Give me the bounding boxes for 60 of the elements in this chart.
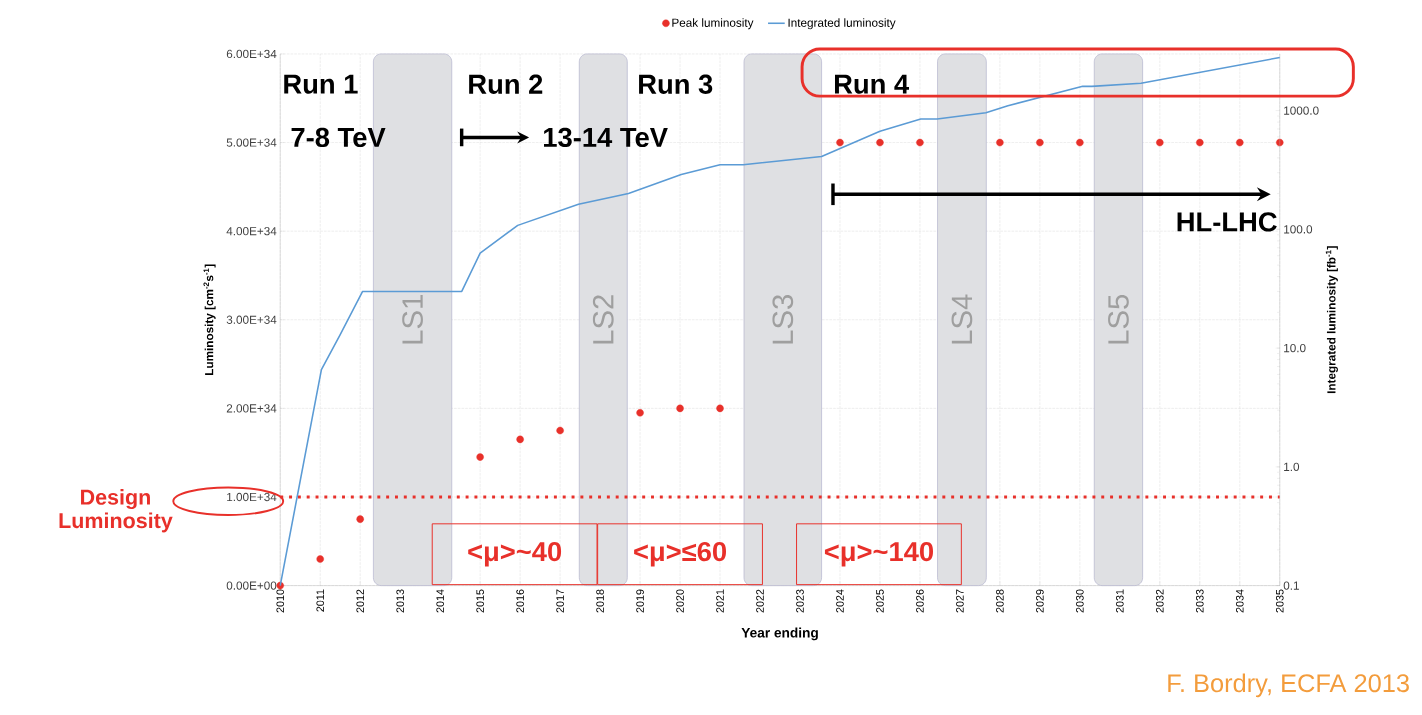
annotation: 13-14 TeV [544, 127, 668, 148]
x-tick-label: 2033 [1196, 589, 1204, 613]
x-tick-label: 2026 [916, 589, 924, 613]
annotation: <μ>~40 [468, 541, 562, 567]
x-tick-label: 2013 [396, 589, 404, 613]
y2-tick-label: 100.0 [1284, 225, 1313, 234]
x-tick-label: 2030 [1076, 589, 1084, 613]
x-tick-label: 2032 [1156, 589, 1164, 613]
x-tick-label: 2029 [1036, 589, 1044, 613]
x-tick-label: 2025 [876, 589, 884, 613]
band-label: LS1 [402, 295, 423, 344]
annotation: <μ>~140 [824, 541, 933, 567]
x-tick-label: 2012 [356, 589, 364, 613]
annotation: <μ>≤60 [634, 541, 727, 567]
y2-tick-label: 1.0 [1284, 462, 1300, 471]
y-axis-title: Luminosity [cm$^{-2}$s$^{-1}$] [203, 264, 216, 375]
y-tick-label: 0.00E+00 [226, 581, 277, 590]
x-tick-label: 2014 [436, 589, 444, 613]
annotation: Run 1 [284, 74, 358, 94]
annotation: HL-LHC [1177, 212, 1277, 232]
ref-line-label: Design Luminosity [59, 488, 173, 533]
annotation: 7-8 TeV [291, 127, 386, 148]
annotation: Run 4 [834, 74, 910, 94]
x-tick-label: 2034 [1236, 589, 1244, 613]
annotation: Run 2 [469, 74, 543, 94]
x-tick-label: 2017 [556, 589, 564, 613]
x-tick-label: 2035 [1275, 589, 1284, 613]
x-tick-label: 2024 [836, 589, 844, 613]
x-tick-label: 2016 [516, 589, 524, 613]
legend-label: Integrated luminosity [788, 18, 896, 30]
x-tick-label: 2018 [596, 589, 604, 613]
x-tick-label: 2021 [716, 589, 724, 613]
y-tick-label: 5.00E+34 [226, 138, 277, 147]
y-tick-label: 3.00E+34 [226, 315, 277, 324]
band-label: LS3 [772, 294, 794, 344]
x-tick-label: 2015 [476, 589, 484, 613]
y-tick-label: 6.00E+34 [226, 49, 277, 59]
x-tick-label: 2022 [756, 589, 764, 613]
x-tick-label: 2011 [316, 589, 325, 612]
x-tick-label: 2010 [276, 589, 285, 613]
band-label: LS2 [592, 295, 614, 344]
x-tick-label: 2023 [796, 589, 804, 613]
x-tick-label: 2027 [956, 589, 964, 613]
x-tick-label: 2019 [636, 589, 644, 613]
legend-label: Peak luminosity [672, 18, 754, 30]
y2-axis-title: Integrated luminosity [fb$^{-1}$] [1325, 246, 1338, 394]
y2-tick-label: 1000.0 [1284, 106, 1319, 115]
x-axis-title: Year ending [741, 627, 818, 641]
y-tick-label: 2.00E+34 [226, 404, 277, 413]
y2-tick-label: 0.1 [1283, 581, 1299, 590]
x-tick-label: 2020 [676, 589, 684, 613]
x-tick-label: 2031 [1116, 589, 1124, 613]
y-tick-label: 4.00E+34 [226, 226, 277, 236]
text: F. Bordry, ECFA 2013 [1168, 673, 1409, 698]
band-label: LS5 [1108, 294, 1129, 344]
y2-tick-label: 10.0 [1284, 343, 1306, 353]
x-tick-label: 2028 [996, 589, 1004, 613]
band-label: LS4 [951, 294, 973, 344]
annotation: Run 3 [639, 74, 713, 94]
y-tick-label: 1.00E+34 [227, 492, 277, 502]
